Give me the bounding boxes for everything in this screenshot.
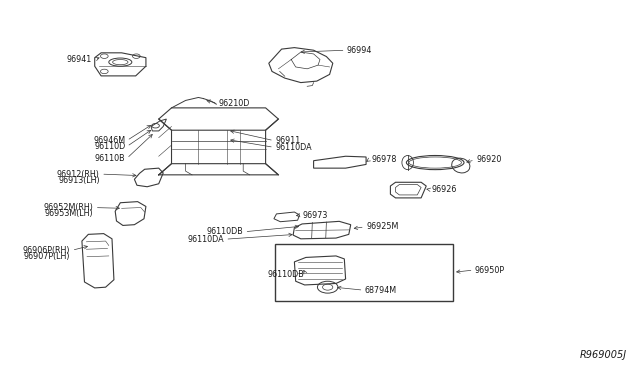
Text: 96920: 96920 xyxy=(476,155,502,164)
Text: 96110B: 96110B xyxy=(95,154,125,163)
Text: 68794M: 68794M xyxy=(365,286,397,295)
Text: 96110D: 96110D xyxy=(94,142,125,151)
Text: 96994: 96994 xyxy=(347,46,372,55)
Text: 96110DA: 96110DA xyxy=(188,235,224,244)
Text: 96973: 96973 xyxy=(302,211,328,219)
Text: 96210D: 96210D xyxy=(219,99,250,108)
Text: 96941: 96941 xyxy=(67,55,92,64)
Text: 96110DA: 96110DA xyxy=(275,143,312,152)
Text: 96950P: 96950P xyxy=(475,266,505,275)
Text: 96978: 96978 xyxy=(371,155,397,164)
Text: 96912(RH): 96912(RH) xyxy=(57,170,100,179)
Bar xyxy=(275,244,453,301)
Text: 96913(LH): 96913(LH) xyxy=(58,176,100,185)
Text: 96926: 96926 xyxy=(431,185,457,194)
Text: 96953M(LH): 96953M(LH) xyxy=(45,209,93,218)
Text: 96925M: 96925M xyxy=(366,222,399,231)
Text: 96110DB: 96110DB xyxy=(268,270,305,279)
Text: 96110DB: 96110DB xyxy=(207,227,243,236)
Text: 96907P(LH): 96907P(LH) xyxy=(24,252,70,261)
Text: 96952M(RH): 96952M(RH) xyxy=(44,203,93,212)
Text: 96946M: 96946M xyxy=(93,136,125,145)
Text: 96911: 96911 xyxy=(275,136,300,145)
Text: R969005J: R969005J xyxy=(580,350,627,360)
Text: 96906P(RH): 96906P(RH) xyxy=(23,246,70,255)
